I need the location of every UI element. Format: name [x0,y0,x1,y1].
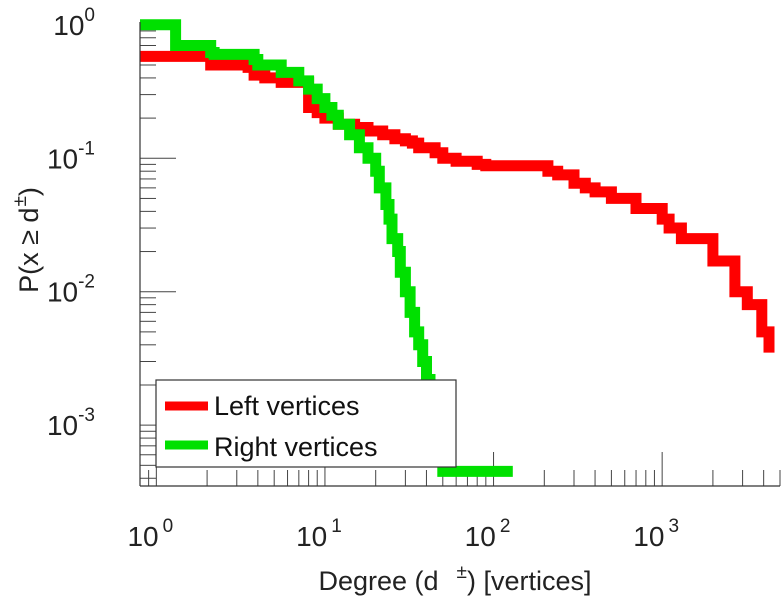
left-vertices-curve [140,50,775,353]
y-tick-label: 10-3 [47,405,95,441]
x-tick-label: 10 0 [127,516,173,552]
y-axis-title: P(x ≥ d±) [10,187,44,293]
curves [140,19,775,477]
x-tick-label: 10 3 [633,516,679,552]
y-tick-label: 10-1 [47,138,95,174]
y-tick-label: 100 [53,5,95,41]
x-axis-title: Degree (d ±) [vertices] [318,562,591,596]
x-tick-label: 10 2 [465,516,511,552]
axis-ticks [139,24,781,486]
right-vertices-curve [140,19,513,477]
legend-box [155,379,457,468]
x-tick-label: 10 1 [296,516,342,552]
axis-labels: Degree (d ±) [vertices] P(x ≥ d±) 100 10-1… [10,5,679,596]
y-tick-label: 10-2 [47,272,95,308]
legend: Left vertices Right vertices [155,379,457,468]
legend-label-left: Left vertices [214,391,360,421]
axes-frame [139,22,780,487]
legend-label-right: Right vertices [214,432,378,462]
